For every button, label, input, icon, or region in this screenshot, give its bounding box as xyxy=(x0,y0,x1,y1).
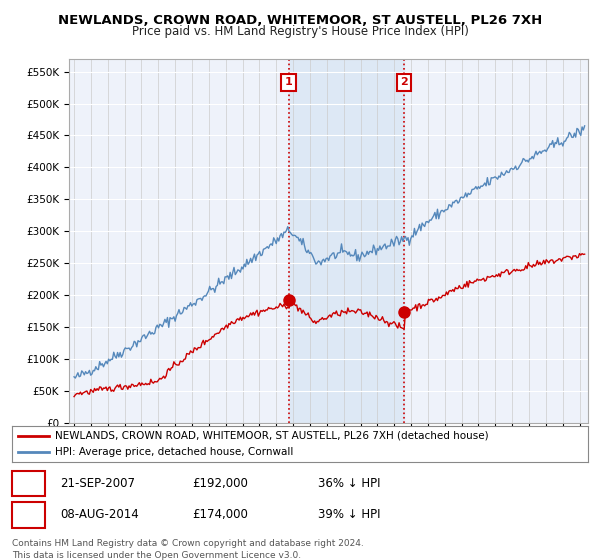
FancyBboxPatch shape xyxy=(12,502,45,528)
Text: This data is licensed under the Open Government Licence v3.0.: This data is licensed under the Open Gov… xyxy=(12,550,301,559)
Text: 36% ↓ HPI: 36% ↓ HPI xyxy=(318,477,380,490)
Text: Contains HM Land Registry data © Crown copyright and database right 2024.: Contains HM Land Registry data © Crown c… xyxy=(12,539,364,548)
Text: 21-SEP-2007: 21-SEP-2007 xyxy=(60,477,135,490)
Text: £192,000: £192,000 xyxy=(192,477,248,490)
Text: NEWLANDS, CROWN ROAD, WHITEMOOR, ST AUSTELL, PL26 7XH: NEWLANDS, CROWN ROAD, WHITEMOOR, ST AUST… xyxy=(58,14,542,27)
Text: 08-AUG-2014: 08-AUG-2014 xyxy=(60,508,139,521)
Text: 1: 1 xyxy=(284,77,292,87)
Text: NEWLANDS, CROWN ROAD, WHITEMOOR, ST AUSTELL, PL26 7XH (detached house): NEWLANDS, CROWN ROAD, WHITEMOOR, ST AUST… xyxy=(55,431,489,441)
Text: Price paid vs. HM Land Registry's House Price Index (HPI): Price paid vs. HM Land Registry's House … xyxy=(131,25,469,38)
Text: 39% ↓ HPI: 39% ↓ HPI xyxy=(318,508,380,521)
Bar xyxy=(289,59,404,423)
FancyBboxPatch shape xyxy=(12,471,45,496)
Text: 1: 1 xyxy=(24,477,32,490)
Text: 2: 2 xyxy=(400,77,408,87)
Text: £174,000: £174,000 xyxy=(192,508,248,521)
Text: 2: 2 xyxy=(24,508,32,521)
Text: HPI: Average price, detached house, Cornwall: HPI: Average price, detached house, Corn… xyxy=(55,447,293,457)
